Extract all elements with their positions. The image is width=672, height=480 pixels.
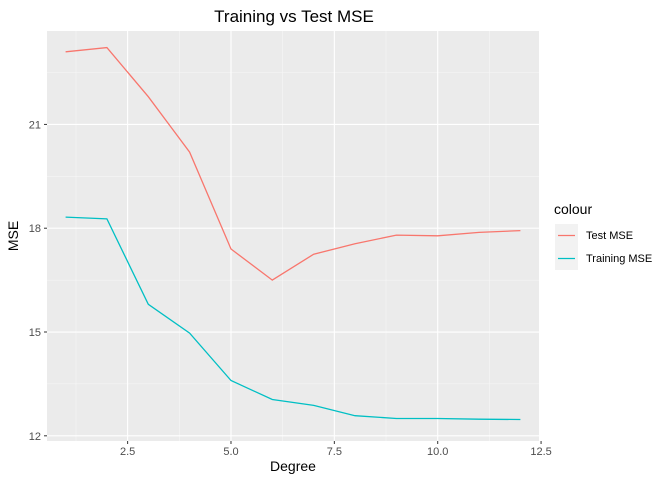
plot-panel [47,31,539,441]
y-tick-label: 21 [29,119,41,131]
series-lines [65,46,521,421]
legend-items: Test MSE Training MSE [555,224,652,270]
y-tick-label: 12 [29,431,41,443]
legend-label: Test MSE [586,230,633,242]
y-tick-label: 15 [29,327,41,339]
series-line-training-mse [65,216,521,421]
x-tick-label: 7.5 [327,446,342,458]
y-axis-ticks: 12 15 18 21 [29,119,47,443]
x-axis-ticks: 2.5 5.0 7.5 10.0 12.5 [120,441,552,458]
series-line-test-mse [65,46,521,281]
x-tick-label: 10.0 [427,446,448,458]
chart-title: Training vs Test MSE [214,7,374,26]
x-tick-label: 12.5 [530,446,551,458]
x-axis-title: Degree [270,458,316,474]
y-axis-title: MSE [5,221,21,251]
legend: colour Test MSE Training MSE [554,201,652,270]
legend-label: Training MSE [586,253,652,265]
legend-title: colour [554,201,592,217]
x-tick-label: 2.5 [120,446,135,458]
x-tick-label: 5.0 [223,446,238,458]
y-tick-label: 18 [29,223,41,235]
grid-minor [47,31,539,441]
